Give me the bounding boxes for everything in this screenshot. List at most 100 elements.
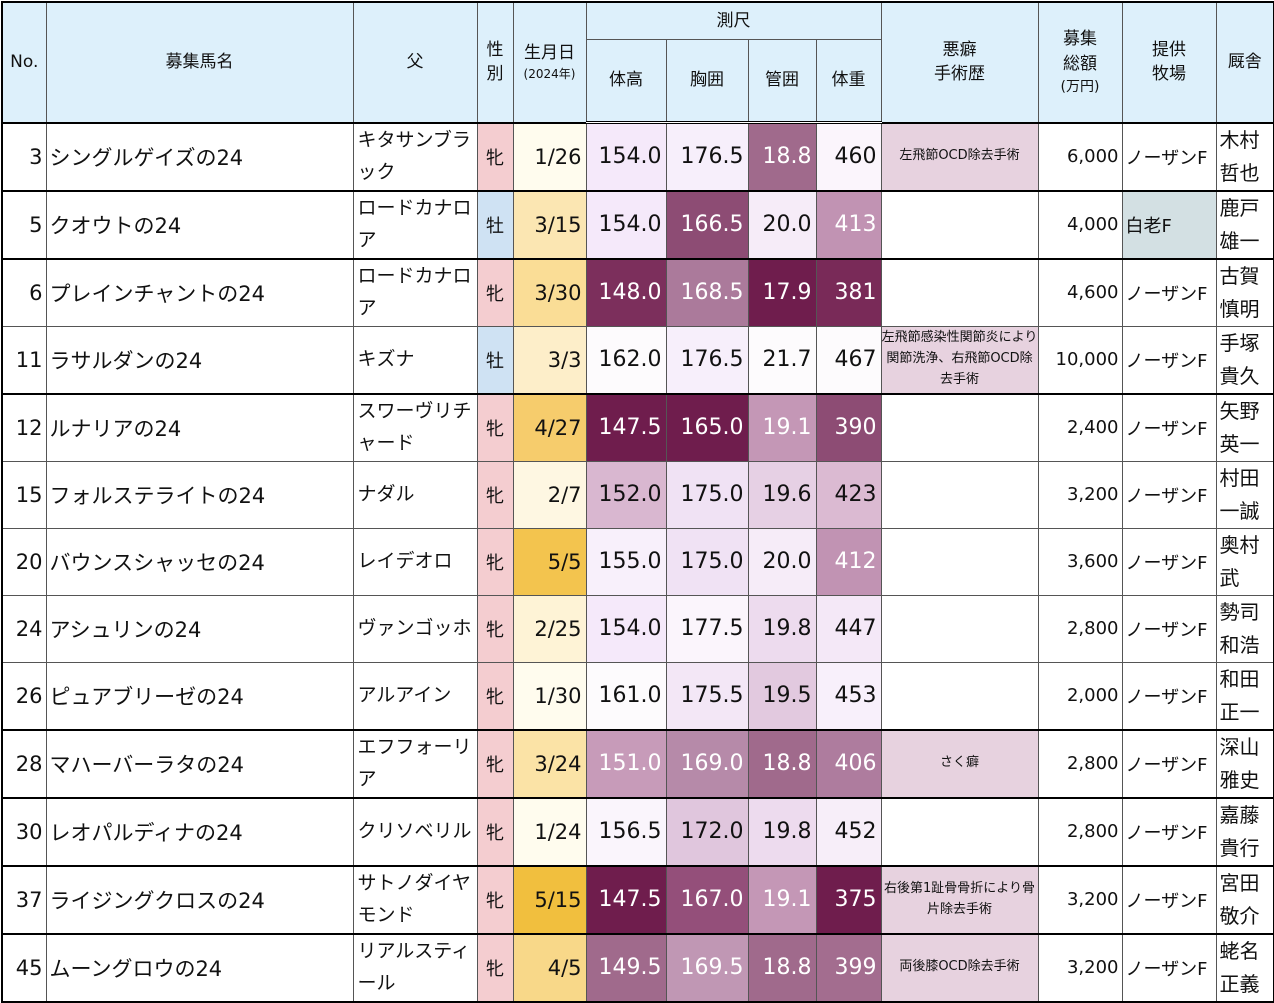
- cell-sex: 牝: [476, 864, 514, 934]
- cell-price: 3,200: [1037, 864, 1123, 934]
- cell-weight: 399: [815, 932, 882, 1002]
- header-sire: 父: [352, 1, 478, 123]
- cell-history: 両後膝OCD除去手術: [880, 932, 1039, 1002]
- cell-birth: 4/5: [512, 932, 587, 1002]
- cell-history: [880, 527, 1039, 596]
- cell-sex: 牡: [476, 189, 514, 259]
- cell-price: 2,800: [1037, 796, 1123, 866]
- cell-sire: スワーヴリチャード: [352, 392, 478, 462]
- cell-height: 152.0: [585, 460, 667, 529]
- cell-birth: 1/24: [512, 796, 587, 866]
- cell-farm: ノーザンF: [1121, 257, 1217, 327]
- cell-weight: 447: [815, 594, 882, 663]
- cell-girth: 177.5: [665, 594, 749, 663]
- cell-birth: 3/30: [512, 257, 587, 327]
- cell-girth: 165.0: [665, 392, 749, 462]
- cell-birth: 3/24: [512, 728, 587, 798]
- cell-trainer: 手塚貴久: [1215, 325, 1274, 394]
- table-row: 30 レオパルディナの24 クリソベリル牝 1/24 156.5 172.0 19.8 452…: [1, 796, 1274, 866]
- cell-height: 148.0: [585, 257, 667, 327]
- cell-price: 2,800: [1037, 594, 1123, 663]
- cell-horse-name: フォルステライトの24: [45, 460, 354, 529]
- cell-farm: ノーザンF: [1121, 527, 1217, 596]
- cell-sex: 牝: [476, 527, 514, 596]
- cell-sire: ロードカナロア: [352, 257, 478, 327]
- cell-height: 154.0: [585, 189, 667, 259]
- cell-weight: 412: [815, 527, 882, 596]
- cell-trainer: 古賀慎明: [1215, 257, 1274, 327]
- cell-horse-name: クオウトの24: [45, 189, 354, 259]
- header-trainer: 厩舎: [1215, 1, 1274, 123]
- cell-height: 161.0: [585, 661, 667, 730]
- header-weight: 体重: [815, 39, 882, 124]
- cell-no: 12: [1, 392, 47, 462]
- cell-history: 左飛節感染性関節炎により関節洗浄、右飛節OCD除去手術: [880, 325, 1039, 394]
- cell-weight: 381: [815, 257, 882, 327]
- cell-girth: 169.5: [665, 932, 749, 1002]
- table-row: 45 ムーングロウの24 リアルスティール牝 4/5 149.5 169.5 18.8 399…: [1, 932, 1274, 1002]
- cell-sex: 牝: [476, 460, 514, 529]
- cell-trainer: 木村哲也: [1215, 121, 1274, 191]
- cell-sex: 牝: [476, 728, 514, 798]
- cell-sire: ナダル: [352, 460, 478, 529]
- cell-cannon: 17.9: [747, 257, 817, 327]
- cell-birth: 5/15: [512, 864, 587, 934]
- cell-cannon: 18.8: [747, 932, 817, 1002]
- cell-horse-name: バウンスシャッセの24: [45, 527, 354, 596]
- cell-trainer: 鹿戸雄一: [1215, 189, 1274, 259]
- cell-farm: ノーザンF: [1121, 460, 1217, 529]
- cell-cannon: 20.0: [747, 189, 817, 259]
- table-row: 3 シングルゲイズの24 キタサンブラック牝 1/26 154.0 176.5 18.8 46…: [1, 121, 1274, 191]
- cell-girth: 175.0: [665, 527, 749, 596]
- cell-sire: エフフォーリア: [352, 728, 478, 798]
- cell-birth: 3/15: [512, 189, 587, 259]
- cell-girth: 166.5: [665, 189, 749, 259]
- cell-history: さく癖: [880, 728, 1039, 798]
- cell-farm: 白老F: [1121, 189, 1217, 259]
- cell-history: 右後第1趾骨骨折により骨片除去手術: [880, 864, 1039, 934]
- cell-no: 26: [1, 661, 47, 730]
- cell-weight: 423: [815, 460, 882, 529]
- cell-horse-name: ピュアブリーゼの24: [45, 661, 354, 730]
- cell-weight: 413: [815, 189, 882, 259]
- cell-birth: 4/27: [512, 392, 587, 462]
- cell-cannon: 18.8: [747, 121, 817, 191]
- cell-no: 37: [1, 864, 47, 934]
- table-row: 11 ラサルダンの24 キズナ牡 3/3 162.0 176.5 21.7 467 左飛節感染性…: [1, 325, 1274, 394]
- cell-history: [880, 460, 1039, 529]
- cell-girth: 176.5: [665, 121, 749, 191]
- cell-weight: 452: [815, 796, 882, 866]
- cell-horse-name: ムーングロウの24: [45, 932, 354, 1002]
- cell-price: 6,000: [1037, 121, 1123, 191]
- cell-cannon: 19.1: [747, 864, 817, 934]
- table-body: 3 シングルゲイズの24 キタサンブラック牝 1/26 154.0 176.5 18.8 46…: [1, 121, 1274, 1002]
- cell-sire: ヴァンゴッホ: [352, 594, 478, 663]
- cell-weight: 453: [815, 661, 882, 730]
- cell-birth: 1/30: [512, 661, 587, 730]
- table-row: 12 ルナリアの24 スワーヴリチャード牝 4/27 147.5 165.0 19.1 390…: [1, 392, 1274, 462]
- cell-height: 147.5: [585, 864, 667, 934]
- cell-horse-name: シングルゲイズの24: [45, 121, 354, 191]
- cell-trainer: 和田正一: [1215, 661, 1274, 730]
- table-header: No. 募集馬名 父 性別 生月日 (2024年) 測尺 悪癖 手術歴 募集 総…: [1, 1, 1274, 124]
- cell-cannon: 18.8: [747, 728, 817, 798]
- cell-history: [880, 257, 1039, 327]
- cell-history: 左飛節OCD除去手術: [880, 121, 1039, 191]
- cell-height: 154.0: [585, 594, 667, 663]
- header-birth: 生月日 (2024年): [512, 1, 587, 123]
- table-row: 6 プレインチャントの24 ロードカナロア牝 3/30 148.0 168.5 17.9 38…: [1, 257, 1274, 327]
- cell-horse-name: アシュリンの24: [45, 594, 354, 663]
- cell-history: [880, 392, 1039, 462]
- cell-weight: 460: [815, 121, 882, 191]
- cell-cannon: 19.8: [747, 796, 817, 866]
- cell-horse-name: マハーバーラタの24: [45, 728, 354, 798]
- cell-no: 24: [1, 594, 47, 663]
- cell-sire: ロードカナロア: [352, 189, 478, 259]
- cell-trainer: 宮田敬介: [1215, 864, 1274, 934]
- table-row: 37 ライジングクロスの24 サトノダイヤモンド牝 5/15 147.5 167.0 19.…: [1, 864, 1274, 934]
- header-history: 悪癖 手術歴: [880, 1, 1039, 123]
- cell-price: 4,600: [1037, 257, 1123, 327]
- cell-cannon: 21.7: [747, 325, 817, 394]
- cell-no: 3: [1, 121, 47, 191]
- cell-trainer: 嘉藤貴行: [1215, 796, 1274, 866]
